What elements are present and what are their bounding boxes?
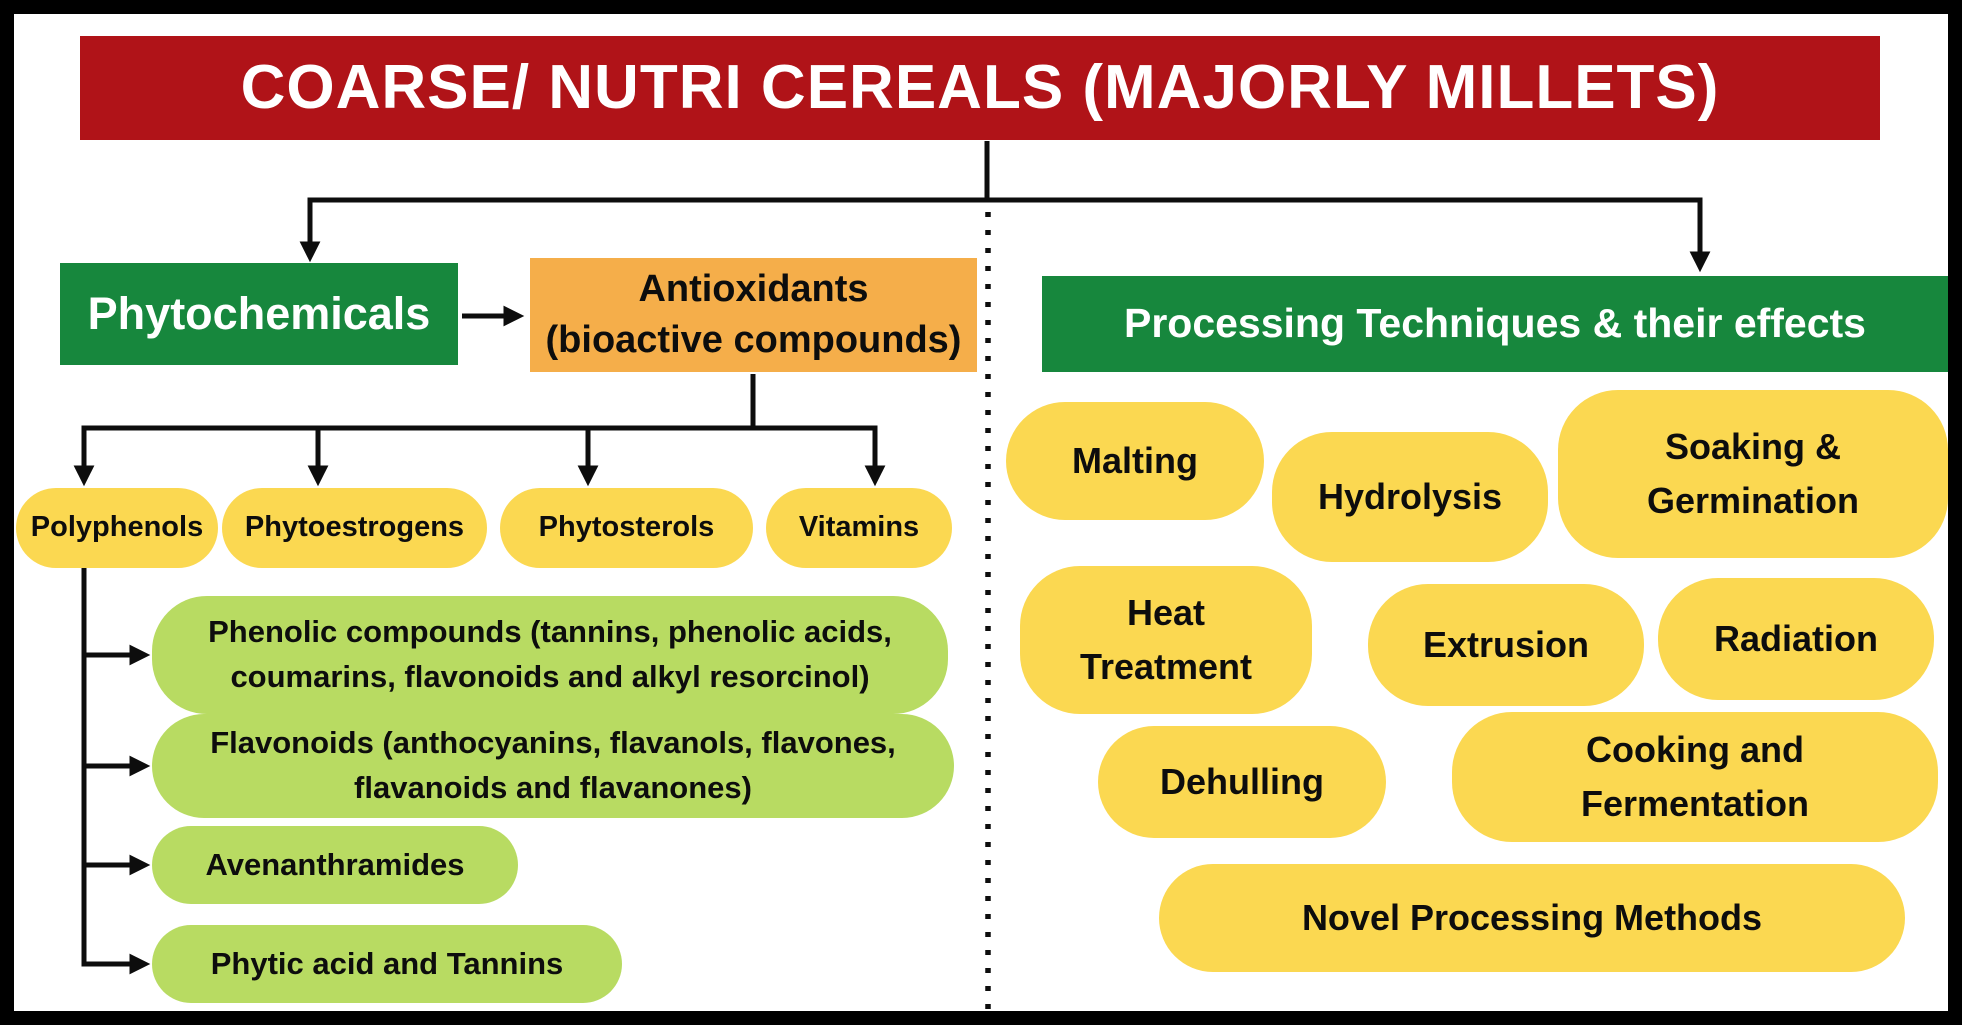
dehulling-label: Dehulling (1160, 761, 1324, 802)
novel-processing-label: Novel Processing Methods (1301, 897, 1763, 938)
antioxidants-label-line2: (bioactive compounds) (545, 319, 962, 361)
pill-radiation: Radiation (1658, 578, 1934, 700)
pill-heat-treatment: Heat Treatment (1020, 566, 1312, 714)
extrusion-label: Extrusion (1422, 624, 1590, 665)
title-banner: COARSE/ NUTRI CEREALS (MAJORLY MILLETS) (80, 36, 1880, 140)
vitamins-label: Vitamins (798, 511, 920, 544)
hydrolysis-label: Hydrolysis (1317, 476, 1503, 517)
processing-techniques-header: Processing Techniques & their effects (1042, 276, 1948, 372)
flavonoids-line1: Flavonoids (anthocyanins, flavanols, fla… (210, 725, 896, 761)
cooking-line1: Cooking and (1586, 729, 1804, 770)
pill-vitamins: Vitamins (766, 488, 952, 568)
title-text: COARSE/ NUTRI CEREALS (MAJORLY MILLETS) (240, 52, 1720, 122)
radiation-label: Radiation (1713, 618, 1878, 659)
pill-phytoestrogens: Phytoestrogens (222, 488, 487, 568)
pill-cooking-fermentation: Cooking and Fermentation (1452, 712, 1938, 842)
soaking-line1: Soaking & (1664, 426, 1842, 467)
antioxidants-box: Antioxidants (bioactive compounds) (530, 258, 977, 372)
pill-novel-processing-methods: Novel Processing Methods (1159, 864, 1905, 972)
pill-malting: Malting (1006, 402, 1264, 520)
soaking-line2: Germination (1646, 480, 1860, 521)
processing-header-label: Processing Techniques & their effects (1123, 300, 1866, 347)
phytosterols-label: Phytosterols (538, 511, 715, 544)
heat-line2: Treatment (1079, 646, 1253, 687)
phytochemicals-box: Phytochemicals (60, 263, 458, 365)
pill-phytosterols: Phytosterols (500, 488, 753, 568)
sub-pill-flavonoids: Flavonoids (anthocyanins, flavanols, fla… (152, 714, 954, 818)
phenolic-line2: coumarins, flavonoids and alkyl resorcin… (230, 659, 870, 694)
heat-line1: Heat (1126, 592, 1206, 633)
phytochemicals-label: Phytochemicals (87, 287, 431, 339)
sub-pill-phenolic-compounds: Phenolic compounds (tannins, phenolic ac… (152, 596, 948, 714)
phytic-acid-label: Phytic acid and Tannins (210, 945, 564, 981)
pill-hydrolysis: Hydrolysis (1272, 432, 1548, 562)
pill-soaking-germination: Soaking & Germination (1558, 390, 1948, 558)
top-split-arrow (299, 197, 1711, 273)
antioxidants-label-line1: Antioxidants (638, 267, 869, 310)
types-branch-arrow-outer (73, 425, 886, 487)
pill-dehulling: Dehulling (1098, 726, 1386, 838)
cooking-line2: Fermentation (1580, 783, 1810, 824)
polyphenols-label: Polyphenols (30, 511, 204, 544)
flavonoids-line2: flavanoids and flavanones) (354, 770, 752, 805)
phenolic-line1: Phenolic compounds (tannins, phenolic ac… (208, 614, 892, 650)
phytoestrogens-label: Phytoestrogens (244, 511, 465, 544)
polyphenols-trunk-arrow (81, 568, 151, 975)
avenanthramides-label: Avenanthramides (205, 846, 465, 882)
malting-label: Malting (1072, 440, 1198, 481)
pill-polyphenols: Polyphenols (16, 488, 218, 568)
sub-pill-phytic-acid-tannins: Phytic acid and Tannins (152, 925, 622, 1003)
sub-pill-avenanthramides: Avenanthramides (152, 826, 518, 904)
pill-extrusion: Extrusion (1368, 584, 1644, 706)
